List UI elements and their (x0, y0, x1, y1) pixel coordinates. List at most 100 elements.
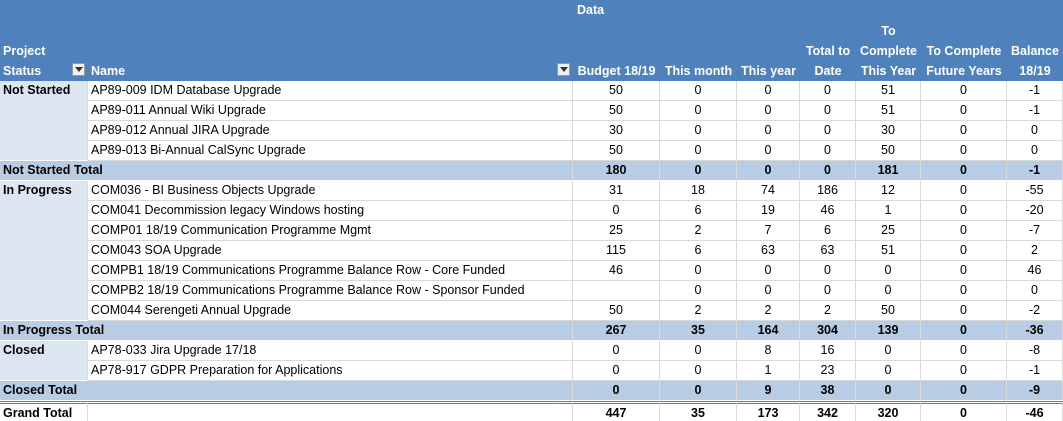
value-cell: 25 (856, 221, 921, 241)
value-cell: 63 (737, 241, 800, 261)
column-header: To Complete This Year (856, 20, 921, 81)
value-cell: 50 (856, 301, 921, 321)
name-cell: AP78-917 GDPR Preparation for Applicatio… (88, 361, 573, 381)
value-cell: 51 (856, 101, 921, 121)
value-cell: 12 (856, 181, 921, 201)
value-cell: 0 (737, 261, 800, 281)
subtotal-cell: 0 (660, 161, 737, 181)
value-cell: 6 (660, 201, 737, 221)
value-cell: 0 (660, 81, 737, 101)
value-cell: 0 (921, 341, 1007, 361)
value-cell: 0 (921, 241, 1007, 261)
value-cell: 0 (856, 361, 921, 381)
value-cell: 115 (573, 241, 660, 261)
grand-total-cell: 35 (660, 401, 737, 421)
subtotal-cell: 0 (921, 381, 1007, 401)
grand-total-cell: -46 (1007, 401, 1063, 421)
value-cell: 0 (921, 361, 1007, 381)
subtotal-cell: 0 (856, 381, 921, 401)
value-cell: 0 (737, 81, 800, 101)
value-cell: 50 (856, 141, 921, 161)
subtotal-cell: 0 (921, 161, 1007, 181)
value-cell: 2 (1007, 241, 1063, 261)
value-cell: 0 (921, 281, 1007, 301)
name-cell: COMPB2 18/19 Communications Programme Ba… (88, 281, 573, 301)
value-cell: 0 (660, 341, 737, 361)
value-cell: 50 (573, 141, 660, 161)
grand-total-cell: 342 (800, 401, 856, 421)
value-cell: 19 (737, 201, 800, 221)
subtotal-cell: -9 (1007, 381, 1063, 401)
grand-total-cell: 0 (921, 401, 1007, 421)
value-cell: 30 (573, 121, 660, 141)
name-cell: COMPB1 18/19 Communications Programme Ba… (88, 261, 573, 281)
value-cell: 0 (737, 141, 800, 161)
name-cell: COM036 - BI Business Objects Upgrade (88, 181, 573, 201)
value-cell: 8 (737, 341, 800, 361)
value-cell: 0 (921, 141, 1007, 161)
value-cell: 51 (856, 241, 921, 261)
column-header: Name (88, 20, 573, 81)
value-cell: 50 (573, 301, 660, 321)
subtotal-cell: 35 (660, 321, 737, 341)
name-cell: AP89-013 Bi-Annual CalSync Upgrade (88, 141, 573, 161)
value-cell: 0 (800, 281, 856, 301)
value-cell: 6 (800, 221, 856, 241)
value-cell: -8 (1007, 341, 1063, 361)
value-cell: 0 (660, 101, 737, 121)
subtotal-cell: 181 (856, 161, 921, 181)
subtotal-cell: 0 (800, 161, 856, 181)
subtotal-cell: 9 (737, 381, 800, 401)
value-cell: 30 (856, 121, 921, 141)
name-cell: AP89-011 Annual Wiki Upgrade (88, 101, 573, 121)
subtotal-cell: 304 (800, 321, 856, 341)
value-cell: 0 (1007, 281, 1063, 301)
value-cell: 6 (660, 241, 737, 261)
value-cell: 0 (737, 121, 800, 141)
status-cell: In Progress (0, 181, 88, 321)
value-cell: -1 (1007, 361, 1063, 381)
value-cell: 0 (660, 361, 737, 381)
status-cell: Not Started (0, 81, 88, 161)
value-cell: 0 (800, 141, 856, 161)
grand-total-label: Grand Total (0, 401, 88, 421)
value-cell: 0 (921, 101, 1007, 121)
value-cell: 0 (660, 141, 737, 161)
subtotal-cell: -1 (1007, 161, 1063, 181)
filter-button[interactable] (557, 63, 570, 76)
value-cell: 0 (737, 281, 800, 301)
value-cell: 0 (921, 221, 1007, 241)
column-header: Budget 18/19 (573, 20, 660, 81)
column-header: Total to Date (800, 20, 856, 81)
filter-button[interactable] (72, 63, 85, 76)
value-cell: 1 (737, 361, 800, 381)
value-cell: 0 (660, 281, 737, 301)
subtotal-cell: 267 (573, 321, 660, 341)
subtotal-cell: 38 (800, 381, 856, 401)
name-cell: COM043 SOA Upgrade (88, 241, 573, 261)
value-cell: 0 (921, 81, 1007, 101)
name-cell: AP78-033 Jira Upgrade 17/18 (88, 341, 573, 361)
value-cell: 23 (800, 361, 856, 381)
value-cell: 16 (800, 341, 856, 361)
value-cell: 25 (573, 221, 660, 241)
grand-total-blank (88, 401, 573, 421)
value-cell: 0 (800, 81, 856, 101)
value-cell: 0 (921, 181, 1007, 201)
value-cell: 186 (800, 181, 856, 201)
subtotal-cell: -36 (1007, 321, 1063, 341)
subtotal-cell: 0 (921, 321, 1007, 341)
value-cell: 0 (660, 121, 737, 141)
value-cell: 0 (573, 341, 660, 361)
grand-total-cell: 320 (856, 401, 921, 421)
value-cell: 46 (573, 261, 660, 281)
value-cell: 2 (737, 301, 800, 321)
grand-total-cell: 173 (737, 401, 800, 421)
value-cell: 0 (800, 261, 856, 281)
subtotal-cell: 139 (856, 321, 921, 341)
value-cell: 0 (800, 121, 856, 141)
value-cell: 63 (800, 241, 856, 261)
value-cell: 0 (1007, 121, 1063, 141)
value-cell: 0 (856, 341, 921, 361)
